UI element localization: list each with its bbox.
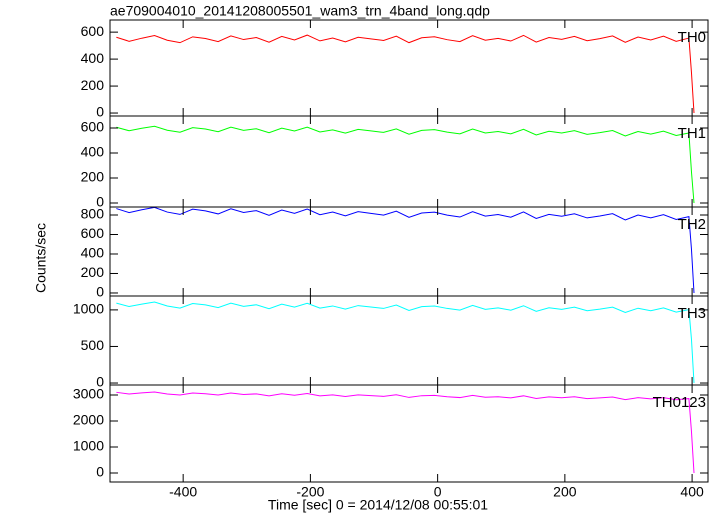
y-tick-label: 1000 (73, 301, 104, 317)
x-tick-label: 0 (434, 484, 442, 500)
y-tick-label: 200 (81, 77, 105, 93)
y-tick-label: 600 (81, 23, 105, 39)
chart-title: ae709004010_20141208005501_wam3_trn_4ban… (110, 3, 490, 19)
y-tick-label: 200 (81, 264, 105, 280)
panel-label: TH2 (678, 216, 706, 233)
y-tick-label: 600 (81, 119, 105, 135)
x-tick-label: 200 (553, 484, 577, 500)
panel-frame (109, 384, 709, 483)
x-tick-label: -200 (296, 484, 324, 500)
y-tick-label: 600 (81, 225, 105, 241)
data-line (116, 301, 695, 384)
x-tick-label: -400 (169, 484, 197, 500)
y-tick-label: 1000 (73, 438, 104, 454)
y-tick-label: 800 (81, 206, 105, 222)
x-tick-label: 400 (680, 484, 704, 500)
y-tick-label: 400 (81, 50, 105, 66)
panel-label: TH0123 (653, 394, 706, 411)
y-tick-label: 2000 (73, 412, 104, 428)
panel-frame (109, 115, 709, 208)
y-tick-label: 500 (81, 337, 105, 353)
y-axis-label: Counts/sec (33, 223, 49, 293)
data-line (116, 391, 695, 474)
y-tick-label: 3000 (73, 386, 104, 402)
panel-label: TH1 (678, 125, 706, 142)
data-line (116, 206, 695, 294)
x-axis-label: Time [sec] 0 = 2014/12/08 00:55:01 (268, 497, 488, 513)
y-tick-label: 400 (81, 144, 105, 160)
y-tick-label: 200 (81, 169, 105, 185)
panel-label: TH3 (678, 305, 706, 322)
y-tick-label: 400 (81, 245, 105, 261)
y-tick-label: 0 (96, 194, 104, 210)
y-tick-label: 0 (96, 374, 104, 390)
data-line (116, 125, 695, 204)
panel-frame (109, 206, 709, 297)
data-line (116, 34, 695, 114)
panel-label: TH0 (678, 29, 706, 46)
y-tick-label: 0 (96, 464, 104, 480)
panel-frame (109, 19, 709, 117)
y-tick-label: 0 (96, 104, 104, 120)
y-tick-label: 0 (96, 284, 104, 300)
